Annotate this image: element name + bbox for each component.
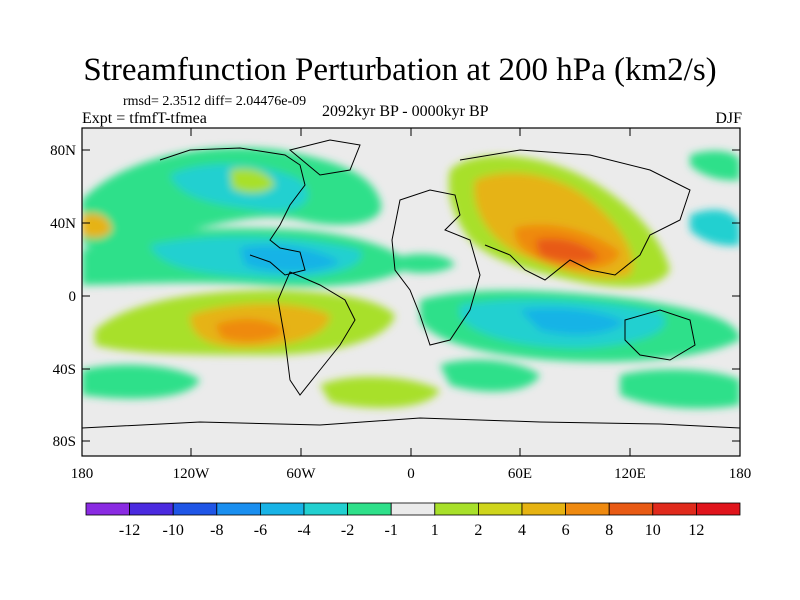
colorbar-label: -10 (163, 522, 184, 539)
colorbar-label: -2 (341, 522, 354, 539)
colorbar-swatch (85, 502, 130, 516)
antarctica-coast (82, 417, 740, 429)
colorbar-swatch (216, 502, 261, 516)
greenland-coast (288, 139, 361, 176)
contour-green-africa (395, 254, 455, 273)
south-america-coast (277, 271, 356, 396)
colorbar-label: 10 (645, 522, 661, 539)
colorbar-swatch (652, 502, 697, 516)
colorbar-swatch (521, 502, 566, 516)
lon-label: 120E (614, 466, 646, 482)
contour-green-south-pacific (82, 364, 200, 399)
lat-label: 40S (53, 362, 76, 378)
lon-label: 120W (173, 466, 211, 482)
lat-labels: 80N 40N 0 40S 80S (50, 143, 76, 450)
colorbar-label: 2 (474, 522, 482, 539)
colorbar-label: 12 (688, 522, 704, 539)
colorbar-swatch (565, 502, 610, 516)
colorbar-label: -8 (210, 522, 223, 539)
lon-label: 180 (71, 466, 94, 482)
colorbar-label: 4 (518, 522, 526, 539)
lat-label: 80N (50, 143, 76, 159)
lon-labels: 180 120W 60W 0 60E 120E 180 (71, 466, 752, 482)
colorbar-swatch (303, 502, 348, 516)
period-label: 2092kyr BP - 0000kyr BP (322, 103, 489, 120)
contour-blue-indian-ocean (520, 308, 625, 335)
contour-green-south-atlantic (440, 359, 540, 392)
colorbar: -12 -10 -8 -6 -4 -2 -1 1 2 4 6 8 10 12 (85, 502, 741, 539)
asia-coast (459, 149, 691, 281)
lat-label: 80S (53, 434, 76, 450)
contour-red-asia (535, 238, 600, 263)
season-label: DJF (715, 110, 742, 127)
page-title: Streamfunction Perturbation at 200 hPa (… (83, 52, 717, 88)
colorbar-label: -1 (385, 522, 398, 539)
colorbar-label: -6 (254, 522, 267, 539)
contour-yellowgreen-canada (230, 168, 275, 193)
lat-label: 0 (69, 289, 77, 305)
colorbar-label: 8 (605, 522, 613, 539)
colorbar-label: -12 (119, 522, 140, 539)
lon-ticks (190, 128, 631, 456)
contour-blue-caribbean (240, 245, 340, 273)
colorbar-swatch (477, 502, 523, 516)
coastlines (82, 139, 740, 429)
colorbar-label: 1 (431, 522, 439, 539)
africa-europe-coast (391, 189, 481, 346)
lon-label: 180 (729, 466, 752, 482)
stats-line: rmsd= 2.3512 diff= 2.04476e-09 (123, 94, 307, 109)
contour-green-east-arctic (690, 150, 740, 181)
colorbar-swatch (390, 502, 436, 516)
colorbar-swatch (696, 502, 741, 516)
experiment-label: Expt = tfmfT-tfmea (82, 110, 207, 127)
colorbar-swatch (172, 502, 218, 516)
colorbar-label: -4 (297, 522, 310, 539)
colorbar-swatch (434, 502, 479, 516)
lon-label: 60W (286, 466, 316, 482)
contour-darkorange-south-america (215, 318, 285, 342)
lat-label: 40N (50, 216, 76, 232)
colorbar-swatch (347, 502, 392, 516)
colorbar-swatch (608, 502, 654, 516)
lon-label: 60E (508, 466, 532, 482)
contour-cyan-east-edge (690, 209, 740, 246)
colorbar-label: 6 (562, 522, 570, 539)
australia-coast (624, 309, 696, 361)
contour-yellowgreen-southern-ocean (320, 376, 440, 408)
colorbar-swatch (259, 502, 305, 516)
lat-ticks (82, 149, 740, 442)
colorbar-swatch (129, 502, 174, 516)
lon-label: 0 (407, 466, 415, 482)
contour-orange-west-edge (82, 213, 112, 239)
north-america-coast (159, 147, 306, 276)
contour-green-south-east (620, 369, 740, 409)
